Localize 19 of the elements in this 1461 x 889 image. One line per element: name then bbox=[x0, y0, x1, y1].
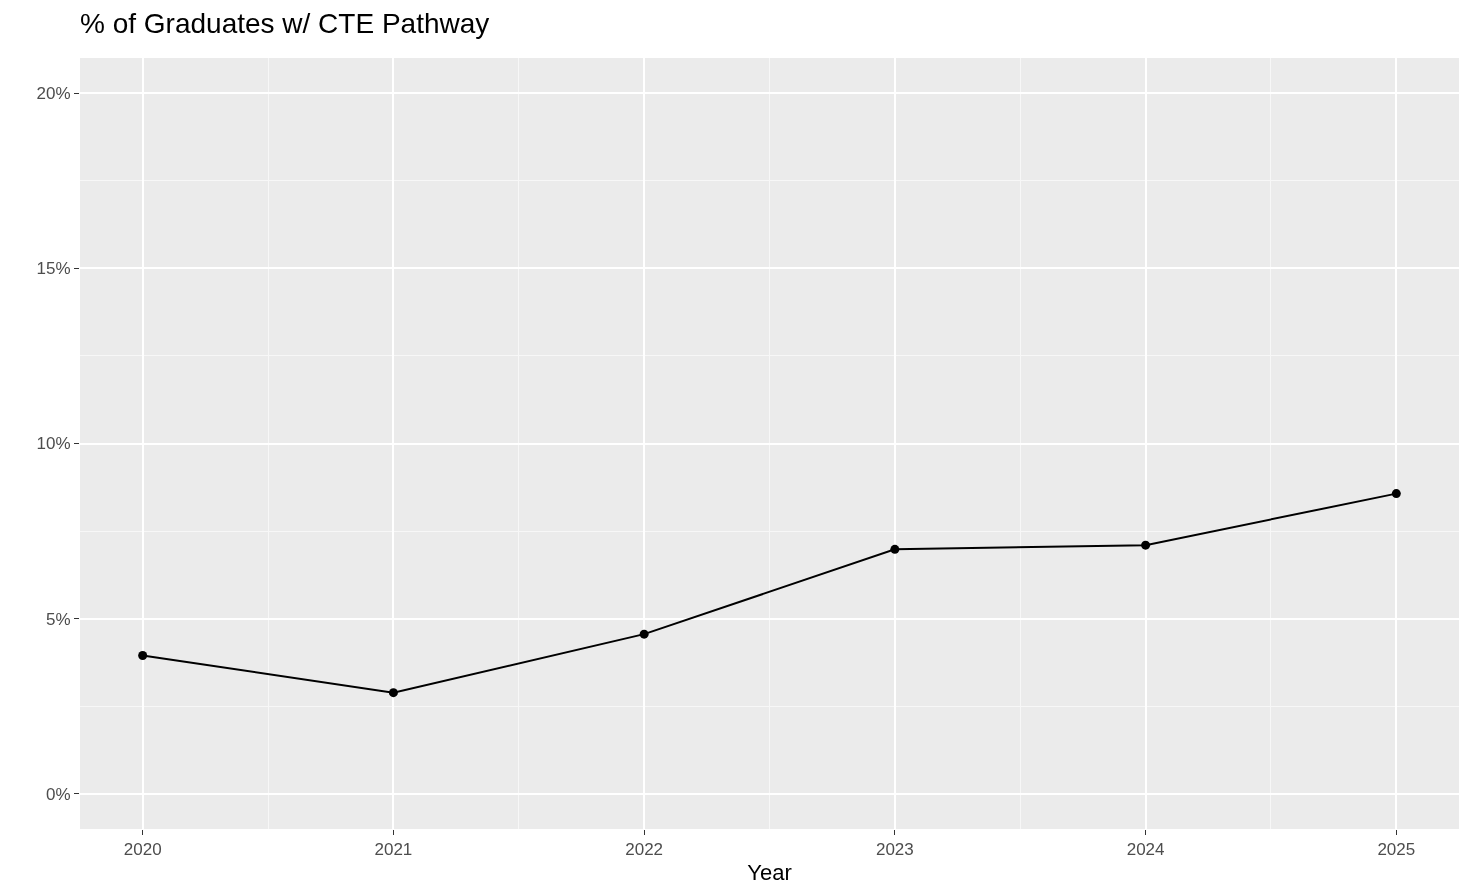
point bbox=[1391, 489, 1401, 499]
point bbox=[138, 651, 148, 661]
x-tick-label: 2025 bbox=[1377, 840, 1416, 860]
x-tick-label: 2020 bbox=[123, 840, 162, 860]
chart-title: % of Graduates w/ CTE Pathway bbox=[80, 7, 490, 39]
x-axis-title: Year bbox=[747, 860, 792, 886]
point bbox=[639, 629, 649, 639]
y-tick-label: 15% bbox=[36, 259, 71, 279]
x-tick-label: 2022 bbox=[625, 840, 664, 860]
y-tick-label: 0% bbox=[46, 784, 71, 804]
y-tick-label: 20% bbox=[36, 84, 71, 103]
point bbox=[388, 688, 398, 698]
x-tick-label: 2023 bbox=[875, 840, 914, 860]
point bbox=[1141, 540, 1151, 550]
x-tick-label: 2024 bbox=[1126, 840, 1165, 860]
y-tick-label: 5% bbox=[46, 609, 71, 629]
x-tick-label: 2021 bbox=[374, 840, 413, 860]
y-tick-label: 10% bbox=[36, 434, 71, 454]
point bbox=[890, 544, 900, 554]
